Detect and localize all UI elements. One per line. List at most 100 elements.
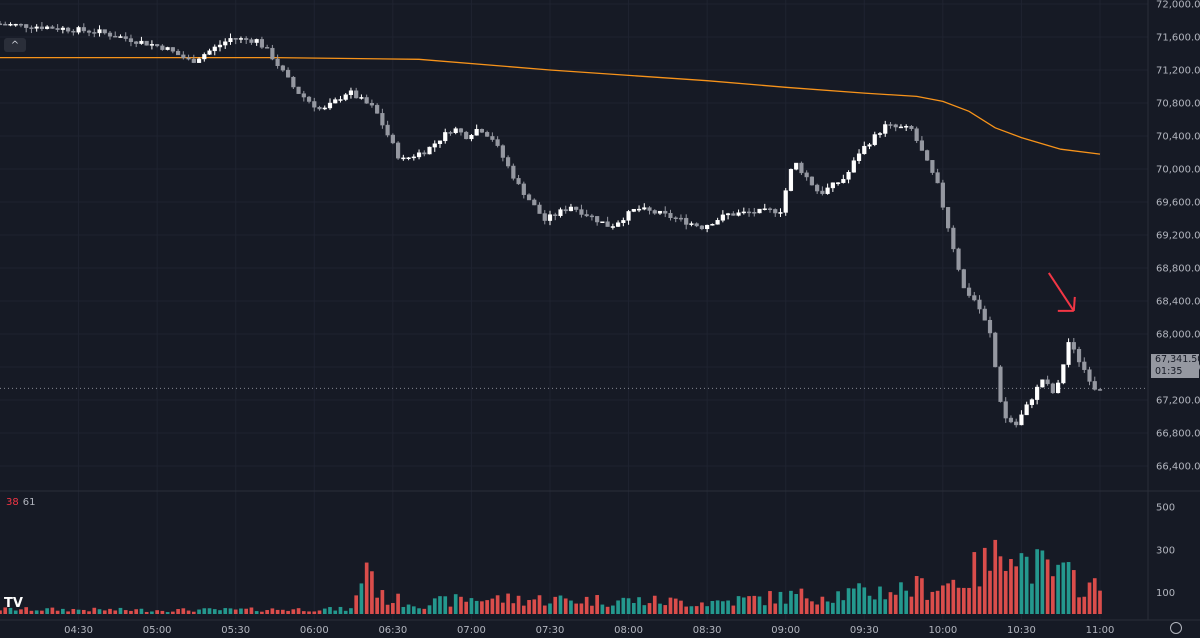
candle xyxy=(563,205,568,214)
volume-bar xyxy=(789,590,793,614)
volume-bar xyxy=(34,610,39,614)
volume-bar xyxy=(951,579,956,614)
candle xyxy=(642,203,647,211)
candle xyxy=(343,92,348,102)
volume-bar xyxy=(637,597,641,614)
volume-bar xyxy=(679,600,683,614)
volume-bar xyxy=(909,596,914,614)
candle xyxy=(228,33,233,45)
gear-icon[interactable] xyxy=(1170,622,1182,634)
volume-bar xyxy=(61,608,65,614)
volume-bar xyxy=(804,598,809,614)
candle xyxy=(485,130,490,137)
volume-bar xyxy=(443,596,448,614)
candle xyxy=(862,141,867,155)
tradingview-logo-icon[interactable]: TV xyxy=(4,596,23,611)
volume-bar xyxy=(427,605,432,614)
volume-bar xyxy=(1098,590,1102,614)
volume-bar xyxy=(794,594,799,614)
candle xyxy=(589,213,594,221)
candle xyxy=(762,203,767,211)
volume-bar xyxy=(773,603,778,614)
volume-bar xyxy=(97,609,102,614)
volume-bar xyxy=(254,611,259,614)
candle xyxy=(993,331,998,368)
volume-bar xyxy=(904,590,909,614)
candle xyxy=(1008,415,1014,424)
candle xyxy=(883,120,888,137)
y-tick-label-0: 72,000.00 xyxy=(1156,0,1200,11)
candle xyxy=(1050,382,1055,394)
volume-bar xyxy=(13,610,18,614)
volume-bar xyxy=(228,608,233,614)
y-tick-label-9: 68,400.00 xyxy=(1156,297,1200,308)
volume-bar xyxy=(40,610,44,614)
candle xyxy=(506,155,511,169)
candle xyxy=(322,105,327,111)
candle xyxy=(930,160,935,175)
volume-bar xyxy=(45,608,49,614)
candle xyxy=(45,25,50,30)
volume-bar xyxy=(438,596,442,614)
moving-average-line xyxy=(0,56,1101,155)
candle xyxy=(301,90,306,102)
last-price-label: 67,341.50 01:35 xyxy=(1151,354,1200,378)
candle xyxy=(547,210,553,226)
volume-bar xyxy=(815,604,819,614)
volume-bar xyxy=(8,607,13,614)
volume-bar xyxy=(741,597,746,614)
volume-bar xyxy=(359,583,364,614)
volume-bar xyxy=(993,539,998,614)
volume-bar xyxy=(50,607,55,614)
volume-bar xyxy=(71,608,76,614)
volume-bar xyxy=(417,608,421,614)
volume-bar xyxy=(19,609,23,614)
candle xyxy=(265,44,270,49)
candle xyxy=(1024,401,1029,416)
volume-bar xyxy=(684,606,689,614)
volume-bar xyxy=(375,597,379,614)
y-tick-label-8: 68,800.00 xyxy=(1156,264,1200,275)
volume-bar xyxy=(736,596,741,614)
candle xyxy=(815,183,820,194)
volume-bar xyxy=(511,603,516,614)
volume-bar xyxy=(165,612,170,614)
candle xyxy=(160,44,165,51)
candle xyxy=(364,94,369,104)
y-tick-label-5: 70,000.00 xyxy=(1156,165,1200,176)
volume-bar xyxy=(862,587,867,614)
candle xyxy=(1071,337,1076,354)
candle xyxy=(689,221,694,227)
arrow-annotation-0[interactable] xyxy=(1047,272,1076,312)
volume-bar xyxy=(102,610,107,614)
candle xyxy=(836,182,841,186)
collapse-button[interactable]: ^ xyxy=(4,38,26,52)
candle xyxy=(773,208,778,217)
candle xyxy=(55,24,60,32)
volume-bar xyxy=(700,602,704,614)
volume-bar xyxy=(893,594,898,614)
y-tick-label-4: 70,400.00 xyxy=(1156,132,1200,143)
candle xyxy=(490,132,495,142)
volume-bar xyxy=(317,610,322,614)
x-tick-label-4: 06:30 xyxy=(378,625,407,636)
candle xyxy=(207,48,212,55)
volume-bar xyxy=(721,601,725,614)
candle xyxy=(149,40,154,50)
candle xyxy=(380,108,385,129)
volume-bar xyxy=(883,599,888,614)
candle xyxy=(401,154,406,161)
candle xyxy=(390,133,395,145)
candle xyxy=(1092,376,1097,391)
candle xyxy=(118,34,123,38)
y-tick-label-3: 70,800.00 xyxy=(1156,99,1200,110)
candle xyxy=(60,26,65,34)
candle xyxy=(1076,346,1082,367)
candle xyxy=(464,130,469,140)
candle xyxy=(0,21,3,26)
volume-bar xyxy=(516,595,521,614)
volume-bar xyxy=(113,610,118,614)
volume-bar xyxy=(1019,553,1024,614)
